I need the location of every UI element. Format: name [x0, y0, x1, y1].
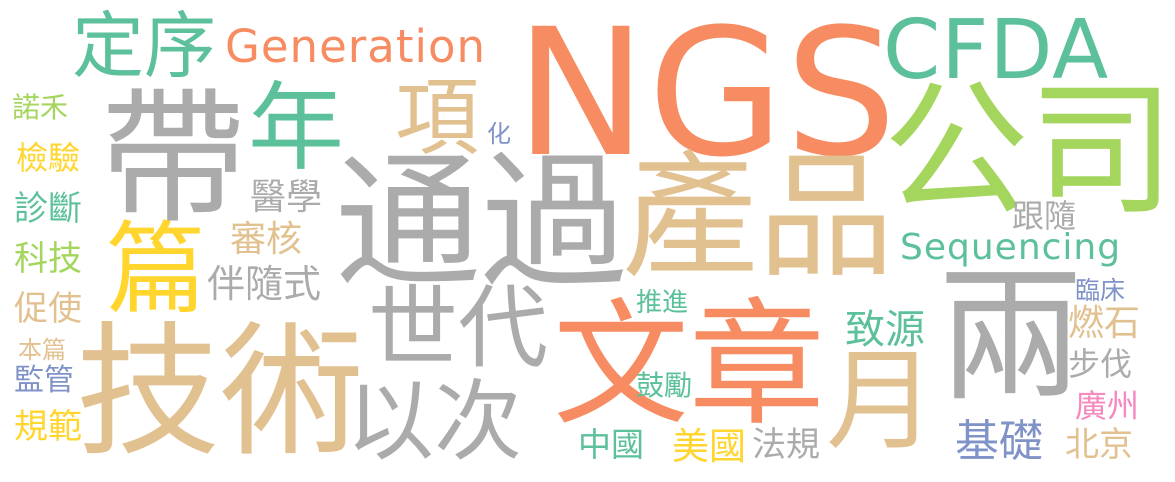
word-jichu: 基礎	[955, 416, 1043, 467]
word-guangzhou: 廣州	[1075, 387, 1140, 425]
word-fagui: 法規	[752, 425, 820, 465]
word-zhenduan: 診斷	[14, 189, 82, 229]
word-beijing: 北京	[1065, 425, 1133, 465]
word-keji: 科技	[14, 239, 82, 279]
word-liang: 兩	[938, 252, 1084, 422]
word-tuijin: 推進	[636, 288, 689, 318]
word-pian: 篇	[106, 211, 206, 328]
word-linchuang: 臨床	[1075, 276, 1126, 305]
word-yue: 月	[826, 337, 936, 465]
word-guifan: 規範	[14, 407, 82, 447]
word-jianguan: 監管	[14, 363, 74, 398]
word-meiguo: 美國	[672, 425, 746, 468]
word-chanpin: 產品	[622, 139, 894, 297]
word-ngs: NGS	[515, 0, 898, 196]
word-gensui: 跟隨	[1012, 197, 1077, 235]
word-guli: 鼓勵	[636, 369, 693, 402]
word-gongsi: 公司	[883, 66, 1175, 236]
word-cfda: CFDA	[883, 3, 1110, 98]
word-benpian: 本篇	[18, 336, 66, 364]
word-xiang: 項	[395, 69, 480, 167]
word-jishu: 技術	[76, 308, 365, 476]
word-nuohe: 諾禾	[12, 91, 69, 124]
word-jianyan: 檢驗	[16, 139, 81, 177]
word-shenhe: 審核	[230, 219, 303, 260]
word-zhongguo: 中國	[578, 425, 644, 464]
word-tongguo: 通過	[335, 138, 627, 308]
word-generation: Generation	[225, 20, 487, 73]
word-yixue: 醫學	[250, 177, 323, 218]
word-dingxu: 定序	[72, 4, 217, 88]
word-nian: 年	[248, 72, 344, 184]
word-dai: 帶	[100, 74, 246, 244]
word-bansuishi: 伴隨式	[207, 262, 322, 306]
word-cushi: 促使	[14, 289, 82, 329]
word-shidai: 世代	[368, 276, 548, 381]
word-wenzhang: 文章	[553, 287, 825, 445]
word-yici: 以次	[346, 370, 523, 473]
word-bufa: 步伐	[1068, 345, 1133, 383]
word-sequencing: Sequencing	[900, 227, 1122, 268]
word-zhiyuan: 致源	[845, 307, 925, 353]
word-hua: 化	[487, 120, 511, 148]
word-ranshi: 燃石	[1068, 303, 1141, 344]
